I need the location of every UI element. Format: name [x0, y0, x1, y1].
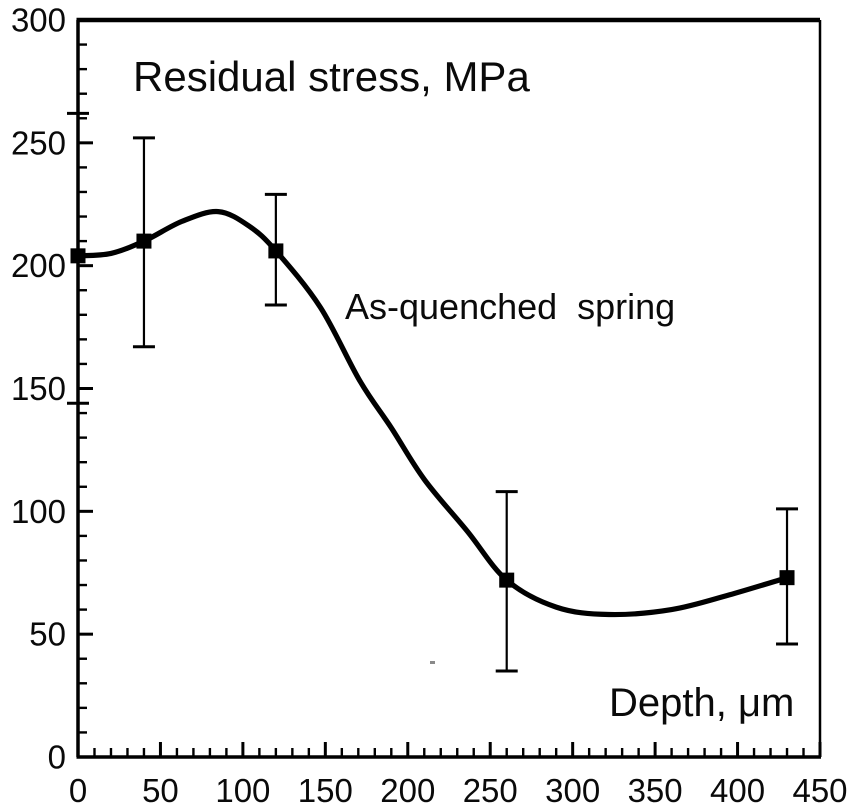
series-annotation: As-quenched spring: [345, 286, 676, 327]
x-tick-label: 350: [628, 772, 683, 808]
chart-title: Residual stress, MPa: [133, 53, 530, 100]
scan-speck: [430, 661, 435, 664]
data-point-marker: [268, 243, 284, 259]
x-tick-label: 300: [545, 772, 600, 808]
y-tick-label: 100: [11, 493, 66, 530]
x-tick-label: 400: [710, 772, 765, 808]
x-tick-label: 450: [792, 772, 847, 808]
y-tick-label: 150: [11, 370, 66, 407]
x-tick-label: 50: [142, 772, 179, 808]
x-tick-label: 250: [463, 772, 518, 808]
data-point-marker: [499, 572, 515, 588]
series-curve: [75, 208, 790, 618]
data-point-marker: [779, 570, 795, 586]
y-tick-label: 50: [29, 616, 66, 653]
y-tick-label: 0: [48, 739, 66, 776]
x-tick-label: 150: [298, 772, 353, 808]
x-tick-label: 200: [380, 772, 435, 808]
y-tick-label: 250: [11, 124, 66, 161]
data-point-marker: [136, 233, 152, 249]
x-tick-label: 100: [215, 772, 270, 808]
x-tick-label: 0: [69, 772, 87, 808]
y-tick-label: 300: [11, 2, 66, 39]
x-axis-label: Depth, μm: [609, 681, 795, 725]
y-tick-label: 200: [11, 247, 66, 284]
